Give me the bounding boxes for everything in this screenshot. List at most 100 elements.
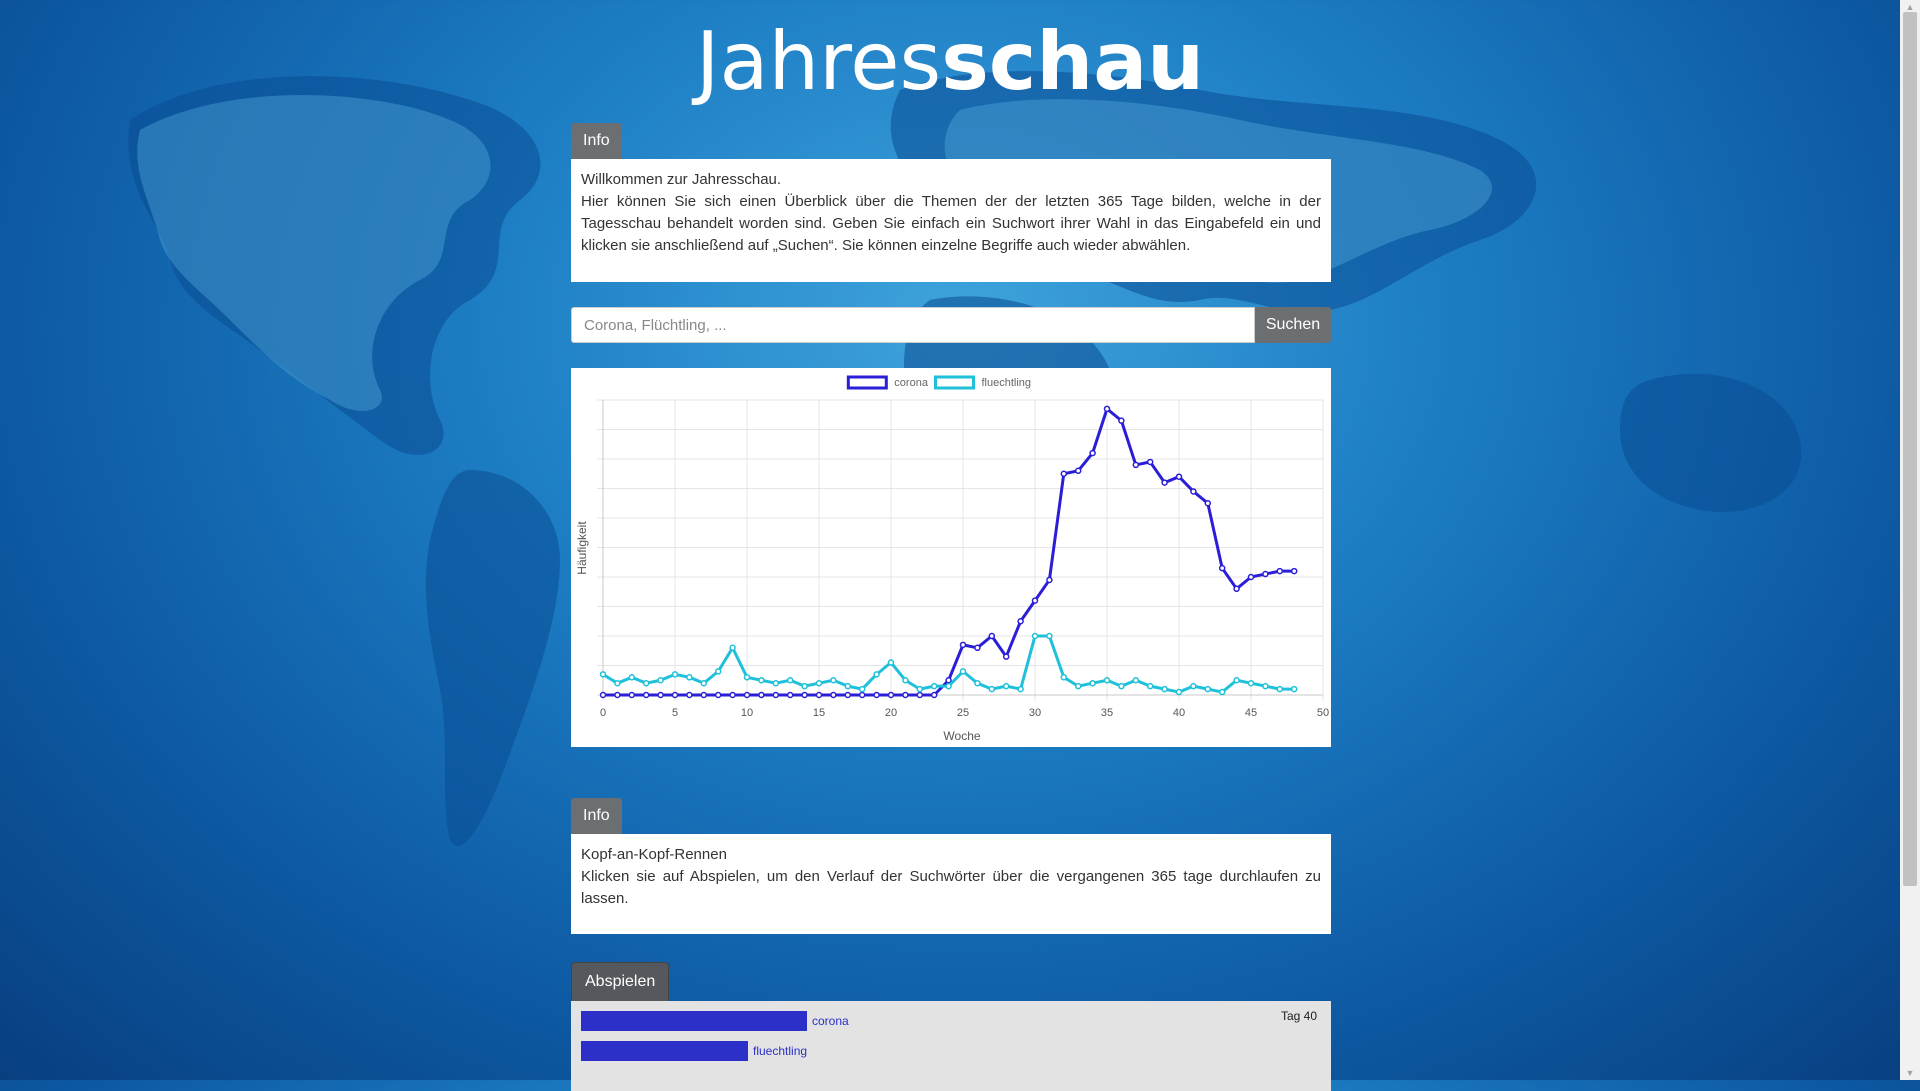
data-point-fluechtling	[1218, 688, 1226, 696]
data-point-corona	[671, 691, 679, 699]
x-tick-label: 20	[885, 707, 897, 719]
data-point-fluechtling	[671, 671, 679, 678]
data-point-fluechtling	[686, 674, 693, 681]
data-point-corona	[614, 691, 621, 699]
data-point-corona	[743, 691, 751, 699]
search-input[interactable]	[571, 307, 1255, 343]
data-point-corona	[1118, 417, 1125, 424]
x-axis-label: Woche	[943, 729, 980, 743]
race-heading: Kopf-an-Kopf-Rennen	[581, 846, 727, 863]
data-point-fluechtling	[801, 682, 808, 690]
scroll-thumb[interactable]	[1903, 12, 1917, 886]
legend-label-corona[interactable]: corona	[894, 377, 929, 389]
data-point-fluechtling	[1262, 682, 1269, 690]
data-point-fluechtling	[714, 668, 722, 675]
data-point-corona	[599, 691, 607, 699]
data-point-fluechtling	[700, 679, 708, 687]
data-point-corona	[786, 691, 794, 699]
data-point-fluechtling	[902, 677, 909, 684]
data-point-fluechtling	[1276, 685, 1284, 693]
data-point-corona	[1103, 405, 1111, 413]
scrollbar[interactable]: ▲ ▼	[1900, 0, 1920, 1080]
data-point-fluechtling	[642, 679, 650, 687]
data-point-corona	[887, 691, 895, 699]
data-point-fluechtling	[599, 671, 607, 678]
data-point-corona	[1046, 576, 1053, 584]
data-point-corona	[700, 691, 708, 699]
y-axis-label: Häufigkeit	[575, 521, 589, 575]
scroll-up-arrow[interactable]: ▲	[1905, 2, 1915, 12]
data-point-corona	[930, 691, 938, 699]
x-tick-label: 10	[741, 707, 753, 719]
data-point-corona	[1262, 570, 1269, 578]
site-title-bold: schau	[941, 15, 1205, 108]
x-tick-label: 15	[813, 707, 825, 719]
race-info-section: Info Kopf-an-Kopf-Rennen Klicken sie auf…	[571, 798, 1331, 934]
data-point-fluechtling	[1074, 682, 1082, 690]
data-point-corona	[1060, 470, 1068, 477]
data-point-corona	[1089, 449, 1096, 457]
data-point-fluechtling	[628, 674, 636, 681]
race-bar-fluechtling	[581, 1041, 748, 1061]
data-point-corona	[1247, 573, 1255, 581]
data-point-fluechtling	[930, 682, 938, 690]
info-tab[interactable]: Info	[571, 123, 622, 159]
data-point-corona	[1233, 585, 1240, 593]
data-point-fluechtling	[1146, 682, 1154, 690]
site-title-light: Jahres	[695, 15, 942, 108]
legend-label-fluechtling[interactable]: fluechtling	[982, 377, 1032, 389]
data-point-fluechtling	[1103, 677, 1111, 684]
data-point-fluechtling	[945, 682, 952, 690]
race-text: Klicken sie auf Abspielen, um den Verlau…	[581, 868, 1321, 907]
data-point-corona	[945, 677, 952, 684]
x-tick-label: 30	[1029, 707, 1041, 719]
data-point-fluechtling	[1233, 677, 1240, 684]
legend-swatch-fluechtling[interactable]	[934, 375, 975, 390]
data-point-fluechtling	[758, 677, 765, 684]
scroll-down-arrow[interactable]: ▼	[1905, 1068, 1915, 1078]
data-point-corona	[1190, 488, 1197, 495]
data-point-corona	[830, 691, 837, 699]
data-point-corona	[801, 691, 808, 699]
search-button[interactable]: Suchen	[1255, 307, 1331, 343]
data-point-corona	[1276, 567, 1284, 575]
search-bar: Suchen	[571, 307, 1331, 343]
welcome-section: Info Willkommen zur Jahresschau. Hier kö…	[571, 123, 1331, 282]
data-point-fluechtling	[1161, 685, 1168, 693]
data-point-corona	[628, 691, 636, 699]
data-point-fluechtling	[1190, 682, 1197, 690]
data-point-fluechtling	[743, 674, 751, 681]
x-tick-label: 40	[1173, 707, 1185, 719]
day-counter: Tag 40	[1280, 1009, 1317, 1023]
data-point-fluechtling	[1017, 685, 1024, 693]
data-point-fluechtling	[916, 685, 924, 693]
data-point-corona	[1161, 479, 1168, 486]
data-point-fluechtling	[657, 677, 664, 684]
data-point-corona	[772, 691, 780, 699]
data-point-corona	[959, 641, 967, 649]
data-point-corona	[1132, 461, 1140, 469]
data-point-corona	[916, 691, 924, 699]
data-point-fluechtling	[614, 679, 621, 687]
data-point-corona	[902, 691, 909, 699]
data-point-fluechtling	[1046, 632, 1053, 640]
data-point-fluechtling	[815, 679, 823, 687]
data-point-fluechtling	[1132, 677, 1140, 684]
data-point-corona	[686, 691, 693, 699]
line-chart-svg: corona fluechtling 0 5 10 15 20 25 30 35 40 45 50 W…	[575, 375, 1329, 743]
data-point-corona	[657, 691, 664, 699]
data-point-fluechtling	[772, 679, 780, 687]
series-line-corona	[603, 407, 1295, 697]
info-tab-2[interactable]: Info	[571, 798, 622, 834]
data-point-corona	[988, 632, 996, 640]
legend-swatch-corona[interactable]	[846, 375, 888, 390]
data-point-corona	[1002, 653, 1010, 660]
data-point-fluechtling	[786, 677, 794, 684]
x-tick-label: 45	[1245, 707, 1257, 719]
welcome-text: Hier können Sie sich einen Überblick übe…	[581, 193, 1321, 254]
play-button[interactable]: Abspielen	[571, 962, 670, 1001]
data-point-fluechtling	[1031, 632, 1039, 640]
race-info-panel: Kopf-an-Kopf-Rennen Klicken sie auf Absp…	[571, 834, 1331, 934]
data-point-fluechtling	[959, 668, 967, 675]
data-point-corona	[1074, 467, 1082, 475]
